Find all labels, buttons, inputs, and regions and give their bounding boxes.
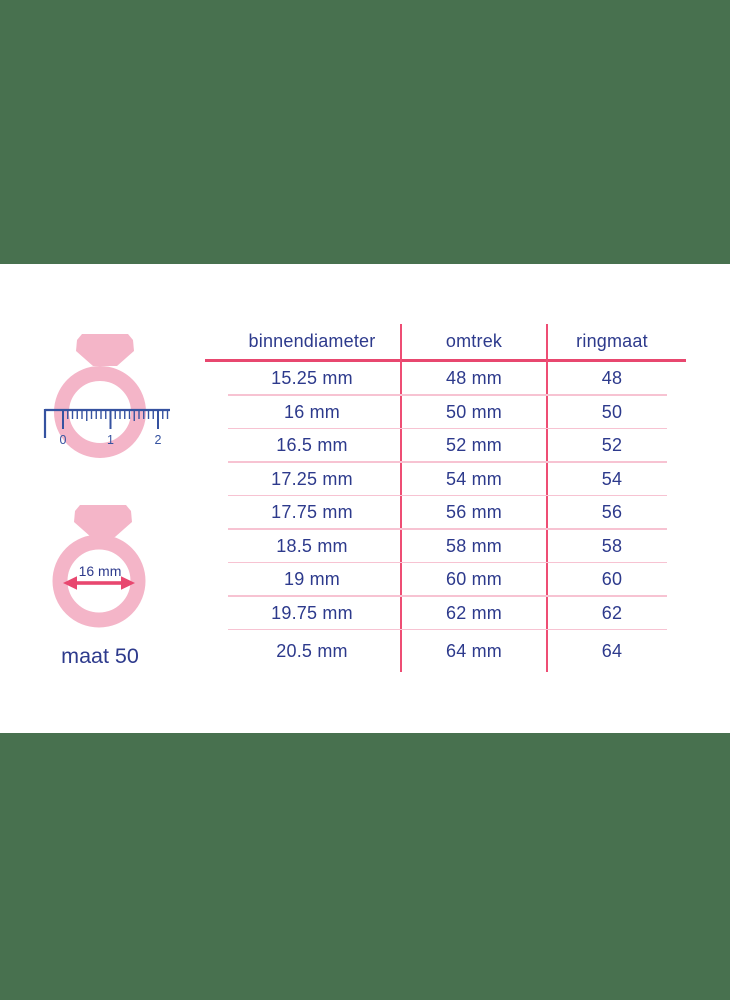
column-header-omtrek: omtrek xyxy=(445,331,503,351)
ring-illustrations: 0 1 2 16 mm maat 50 xyxy=(43,334,170,668)
table-header-row: binnendiameter omtrek ringmaat xyxy=(205,324,686,362)
cell-ringmaat: 52 xyxy=(601,435,623,456)
cell-omtrek: 60 mm xyxy=(445,569,502,590)
ring-with-ruler-illustration: 0 1 2 xyxy=(43,334,170,458)
cell-binnendiameter: 17.75 mm xyxy=(271,502,353,523)
row-divider xyxy=(228,595,667,597)
cell-ringmaat: 56 xyxy=(601,502,623,523)
cell-omtrek: 52 mm xyxy=(445,435,502,456)
cell-ringmaat: 58 xyxy=(601,535,623,556)
cell-ringmaat: 48 xyxy=(601,368,623,389)
row-divider xyxy=(228,494,667,496)
column-header-ringmaat: ringmaat xyxy=(576,331,648,351)
diamond-icon xyxy=(74,505,132,537)
ruler-icon xyxy=(43,408,170,438)
top-banner xyxy=(0,0,730,264)
diameter-arrow-icon xyxy=(63,576,135,590)
row-divider xyxy=(228,561,667,563)
diameter-label: 16 mm xyxy=(79,563,122,579)
table-row: 17.25 mm 54 mm 54 xyxy=(205,463,686,496)
cell-omtrek: 64 mm xyxy=(445,640,502,661)
cell-binnendiameter: 19 mm xyxy=(283,569,340,590)
cell-omtrek: 54 mm xyxy=(445,468,502,489)
cell-omtrek: 56 mm xyxy=(445,502,502,523)
ring-band xyxy=(52,534,146,628)
row-divider xyxy=(228,394,667,396)
bottom-banner xyxy=(0,733,730,1000)
row-divider xyxy=(228,461,667,463)
row-divider xyxy=(228,528,667,530)
table-row: 16.5 mm 52 mm 52 xyxy=(205,429,686,463)
row-divider xyxy=(228,628,667,630)
cell-omtrek: 62 mm xyxy=(445,602,502,623)
column-header-binnendiameter: binnendiameter xyxy=(248,331,376,351)
table-row: 19.75 mm 62 mm 62 xyxy=(205,597,686,630)
ruler-label-0: 0 xyxy=(60,433,67,447)
column-divider xyxy=(400,324,402,672)
cell-binnendiameter: 17.25 mm xyxy=(271,468,353,489)
table-row: 20.5 mm 64 mm 64 xyxy=(205,630,686,672)
cell-binnendiameter: 19.75 mm xyxy=(271,602,353,623)
cell-omtrek: 50 mm xyxy=(445,401,502,422)
table-row: 16 mm 50 mm 50 xyxy=(205,396,686,429)
cell-ringmaat: 64 xyxy=(601,640,623,661)
table-row: 17.75 mm 56 mm 56 xyxy=(205,496,686,530)
cell-binnendiameter: 16.5 mm xyxy=(276,435,348,456)
cell-ringmaat: 54 xyxy=(601,468,623,489)
cell-ringmaat: 62 xyxy=(601,602,623,623)
cell-ringmaat: 60 xyxy=(601,569,623,590)
ruler-label-1: 1 xyxy=(107,433,114,447)
table-row: 18.5 mm 58 mm 58 xyxy=(205,530,686,563)
table-row: 15.25 mm 48 mm 48 xyxy=(205,362,686,396)
table-row: 19 mm 60 mm 60 xyxy=(205,563,686,597)
cell-binnendiameter: 15.25 mm xyxy=(271,368,353,389)
ring-diameter-illustration: 16 mm maat 50 xyxy=(52,505,146,668)
cell-binnendiameter: 20.5 mm xyxy=(276,640,348,661)
ring-size-caption: maat 50 xyxy=(61,644,139,668)
cell-binnendiameter: 18.5 mm xyxy=(276,535,348,556)
cell-omtrek: 58 mm xyxy=(445,535,502,556)
cell-ringmaat: 50 xyxy=(601,401,623,422)
ring-size-table: binnendiameter omtrek ringmaat 15.25 mm … xyxy=(205,324,686,672)
ruler-label-2: 2 xyxy=(155,433,162,447)
diamond-icon xyxy=(76,334,134,366)
column-divider xyxy=(546,324,548,672)
cell-binnendiameter: 16 mm xyxy=(283,401,340,422)
row-divider xyxy=(228,427,667,429)
cell-omtrek: 48 mm xyxy=(445,368,502,389)
